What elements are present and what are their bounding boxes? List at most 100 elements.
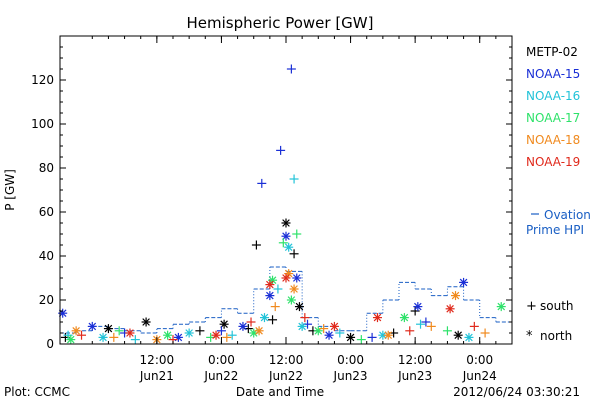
north-point bbox=[98, 332, 108, 342]
north-point bbox=[453, 330, 463, 340]
south-point bbox=[276, 145, 286, 155]
south-point bbox=[319, 324, 329, 334]
south-point bbox=[268, 315, 278, 325]
plot-frame bbox=[59, 35, 513, 345]
south-point bbox=[130, 335, 140, 345]
north-point bbox=[284, 242, 294, 252]
south-point bbox=[421, 317, 431, 327]
legend-entry: NOAA-17 bbox=[526, 111, 580, 125]
north-point bbox=[445, 304, 455, 314]
y-tick-label: 80 bbox=[39, 161, 54, 175]
south-point bbox=[289, 249, 299, 259]
south-point bbox=[195, 326, 205, 336]
north-point bbox=[383, 330, 393, 340]
satellite-points bbox=[58, 64, 506, 345]
x-tick-date-label: Jun23 bbox=[397, 369, 432, 383]
legend-entry: NOAA-15 bbox=[526, 67, 580, 81]
legend-symbol: * bbox=[526, 329, 533, 344]
south-point bbox=[300, 313, 310, 323]
y-axis-label: P [GW] bbox=[3, 169, 17, 211]
legend-ovation-line1: Ovation bbox=[544, 208, 591, 222]
chart-title: Hemispheric Power [GW] bbox=[187, 14, 374, 32]
north-point bbox=[413, 302, 423, 312]
north-point bbox=[125, 328, 135, 338]
legend-ovation-line2: Prime HPI bbox=[526, 223, 584, 237]
north-point bbox=[459, 277, 469, 287]
north-point bbox=[451, 291, 460, 301]
south-point bbox=[273, 284, 283, 294]
north-point bbox=[313, 326, 323, 336]
south-point bbox=[426, 321, 436, 331]
south-point bbox=[292, 229, 302, 239]
north-point bbox=[184, 328, 194, 338]
south-point bbox=[442, 326, 452, 336]
north-point bbox=[464, 332, 474, 342]
x-tick-label: 12:00 bbox=[269, 353, 304, 367]
south-point bbox=[286, 64, 296, 74]
x-axis-label: Date and Time bbox=[236, 385, 324, 399]
legend-symbol-label: south bbox=[540, 299, 574, 313]
south-point bbox=[469, 321, 479, 331]
legend-entry: NOAA-16 bbox=[526, 89, 580, 103]
south-point bbox=[405, 326, 415, 336]
y-tick-label: 0 bbox=[46, 337, 54, 351]
north-point bbox=[297, 321, 307, 331]
south-point bbox=[109, 332, 119, 342]
legend-symbol-label: north bbox=[540, 329, 572, 343]
north-point bbox=[372, 313, 382, 323]
north-point bbox=[265, 280, 275, 290]
footer-timestamp: 2012/06/24 03:30:21 bbox=[453, 385, 580, 399]
legend-entry: NOAA-18 bbox=[526, 133, 580, 147]
north-point bbox=[294, 302, 304, 312]
south-point bbox=[270, 302, 280, 312]
north-point bbox=[163, 330, 173, 340]
north-point bbox=[399, 313, 409, 323]
y-tick-label: 40 bbox=[39, 249, 54, 263]
north-point bbox=[329, 321, 339, 331]
x-tick-label: 0:00 bbox=[337, 353, 364, 367]
south-point bbox=[416, 319, 426, 329]
north-point bbox=[265, 291, 275, 301]
legend: METP-02 NOAA-15 NOAA-16 NOAA-17 NOAA-18 NOAA-… bbox=[526, 45, 591, 344]
south-point bbox=[367, 332, 377, 342]
y-tick-label: 20 bbox=[39, 293, 54, 307]
north-point bbox=[281, 218, 291, 228]
north-point bbox=[211, 330, 221, 340]
y-tick-label: 120 bbox=[31, 73, 54, 87]
south-point bbox=[251, 240, 261, 250]
south-point bbox=[216, 326, 226, 336]
south-point bbox=[222, 332, 232, 342]
south-point bbox=[114, 326, 124, 336]
x-tick-date-label: Jun24 bbox=[462, 369, 497, 383]
north-point bbox=[324, 330, 334, 340]
south-point bbox=[480, 328, 490, 338]
south-point bbox=[77, 330, 87, 340]
north-point bbox=[238, 321, 248, 331]
north-point bbox=[289, 284, 299, 294]
south-point bbox=[246, 317, 256, 327]
x-tick-date-label: Jun23 bbox=[333, 369, 368, 383]
x-tick-date-label: Jun22 bbox=[203, 369, 238, 383]
north-point bbox=[496, 302, 506, 312]
north-point bbox=[141, 317, 151, 327]
legend-entry: METP-02 bbox=[526, 45, 578, 59]
south-point bbox=[278, 238, 288, 248]
y-tick-label: 100 bbox=[31, 117, 54, 131]
north-point bbox=[66, 335, 76, 345]
south-point bbox=[335, 328, 345, 338]
x-tick-date-label: Jun22 bbox=[268, 369, 303, 383]
north-point bbox=[259, 313, 269, 323]
north-point bbox=[87, 321, 97, 331]
south-point bbox=[356, 335, 366, 345]
x-tick-label: 0:00 bbox=[466, 353, 493, 367]
legend-entry: NOAA-19 bbox=[526, 155, 580, 169]
north-point bbox=[281, 273, 291, 283]
north-point bbox=[71, 326, 81, 336]
x-tick-label: 12:00 bbox=[398, 353, 433, 367]
ovation-hpi-series bbox=[60, 266, 512, 334]
south-point bbox=[227, 330, 237, 340]
south-point bbox=[289, 174, 299, 184]
north-point bbox=[103, 324, 113, 334]
x-tick-label: 0:00 bbox=[208, 353, 235, 367]
